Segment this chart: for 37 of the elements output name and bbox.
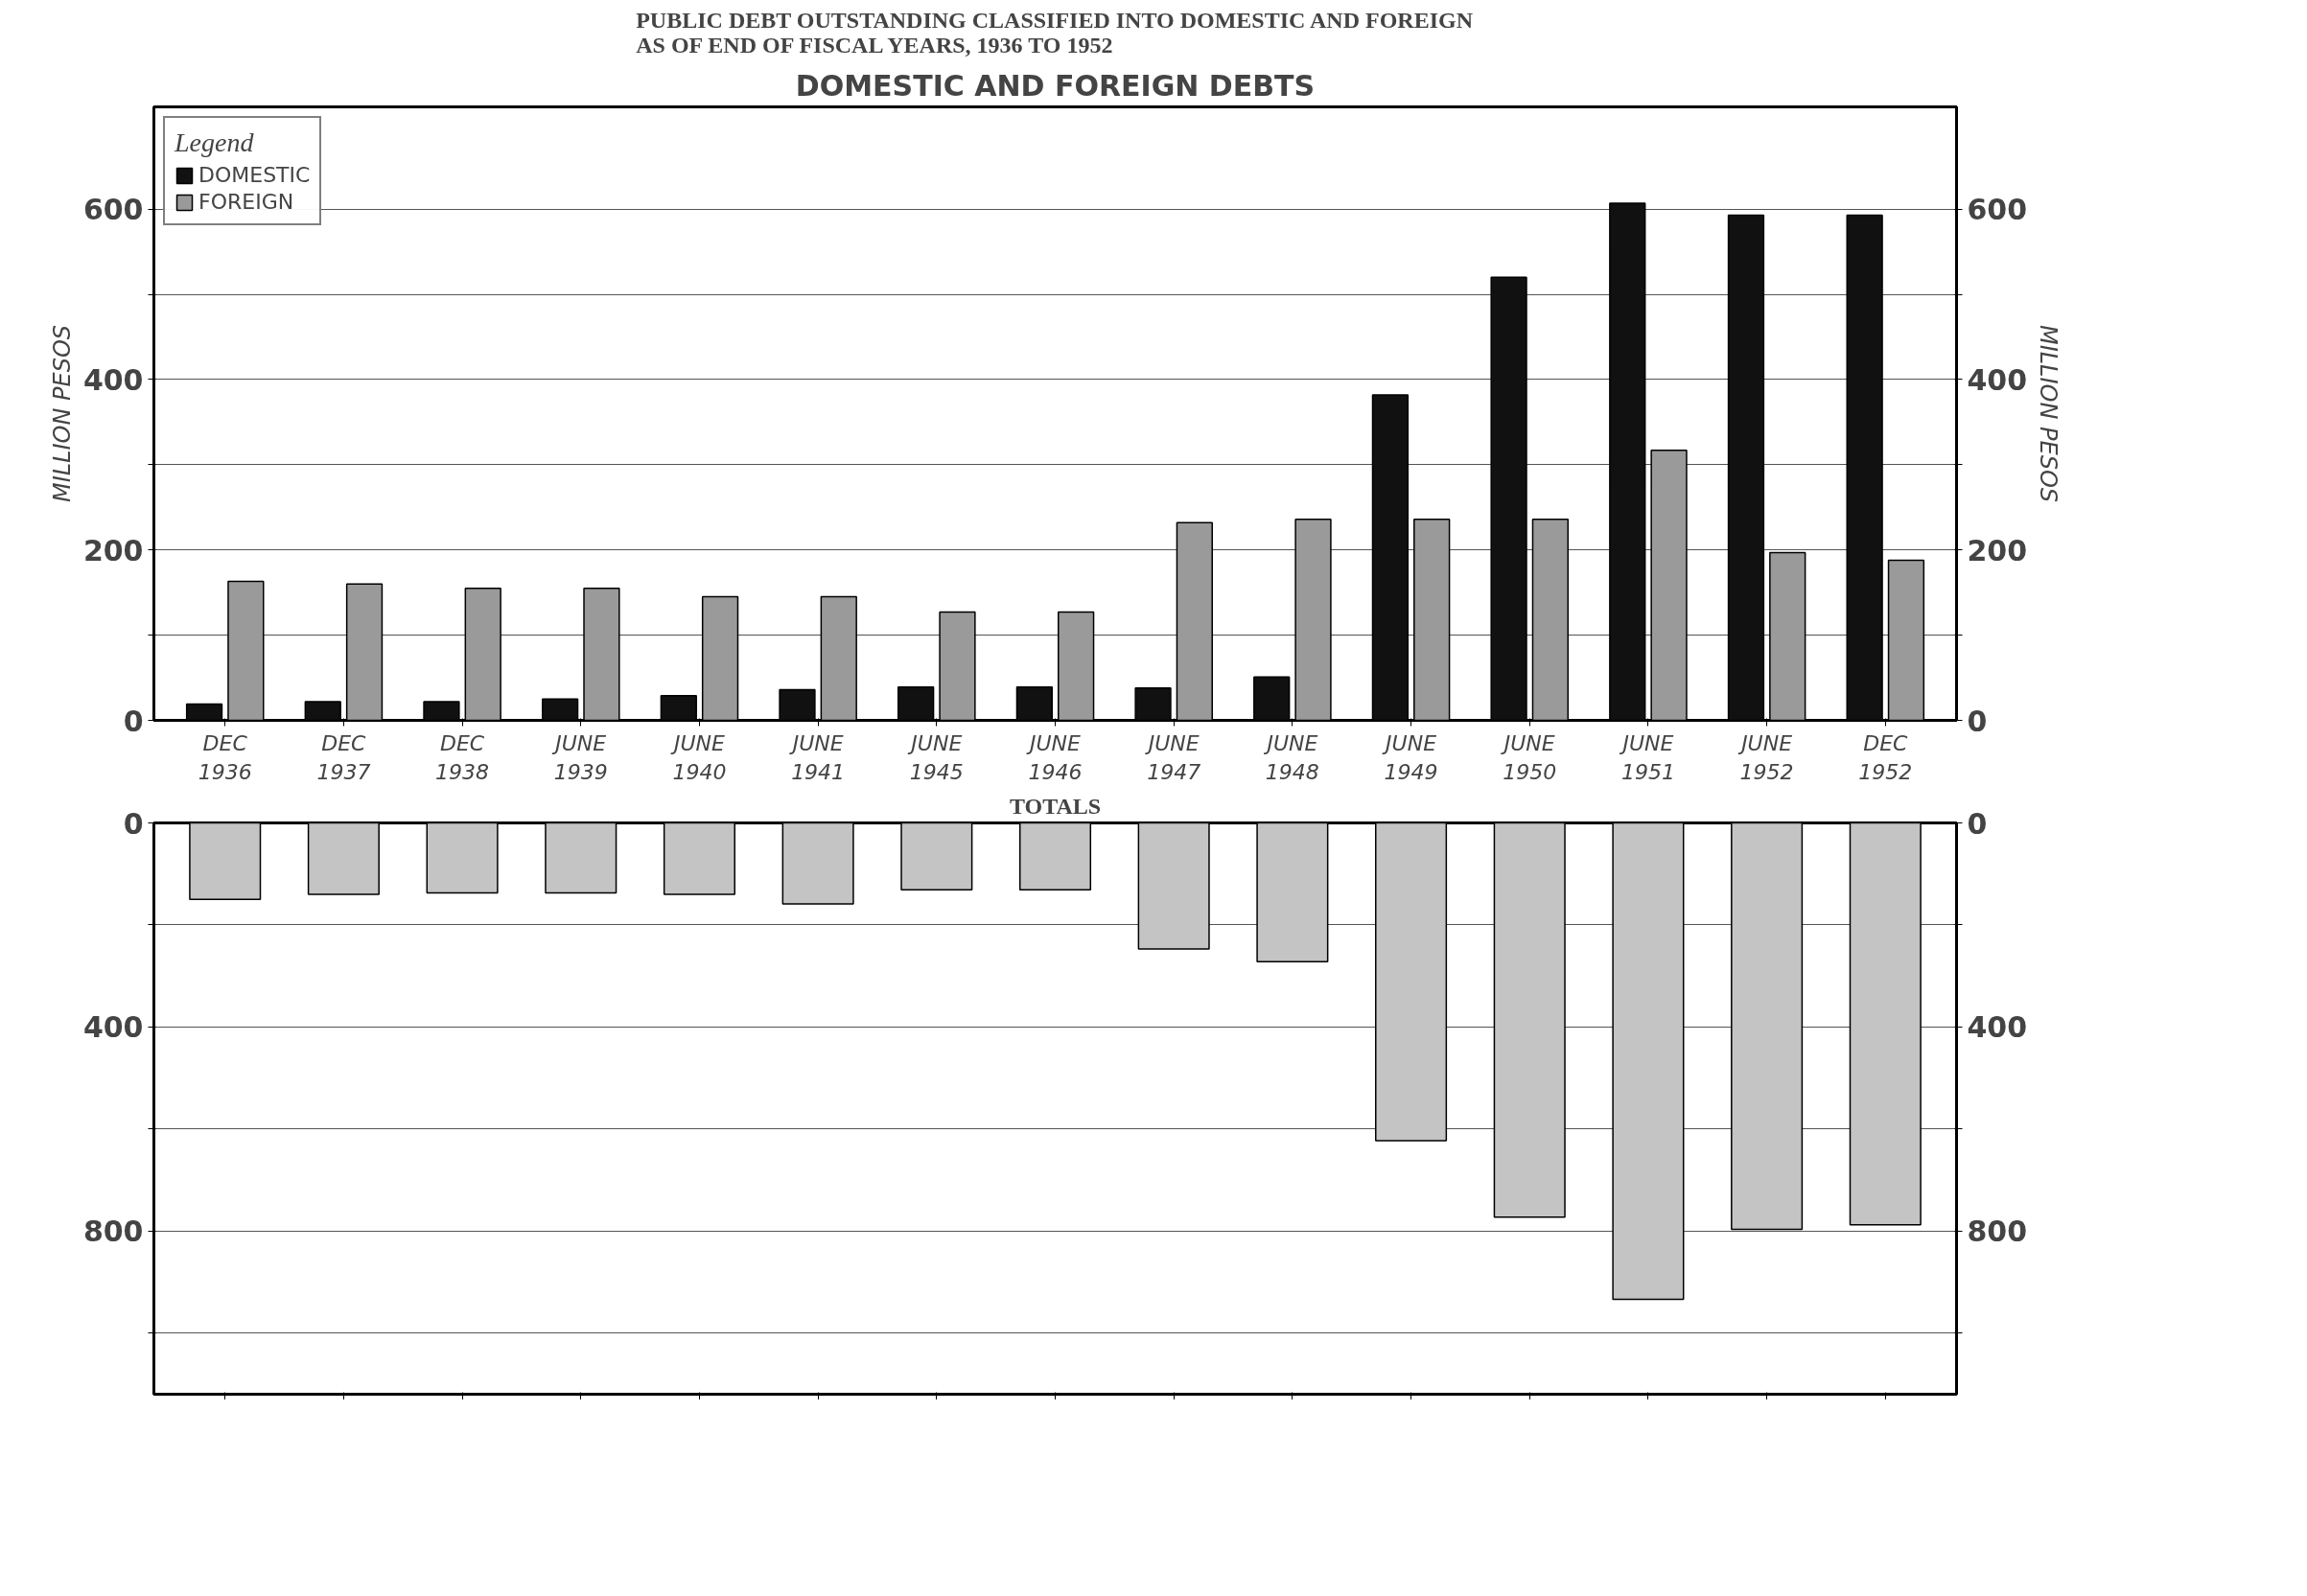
y2-tick-label: 400 <box>1967 362 2028 397</box>
x-tick-label: DEC 1937 <box>316 730 371 784</box>
x-tick-label: JUNE 1945 <box>907 730 964 784</box>
y-tick-label: 800 <box>82 1214 144 1249</box>
x-tick-label: DEC 1936 <box>198 730 252 784</box>
y2-axis-title: MILLION PESOS <box>2035 324 2062 503</box>
y-tick-label: 400 <box>82 1010 144 1045</box>
x-tick-label: JUNE 1940 <box>669 730 727 784</box>
chart-title: TOTALS <box>1009 793 1102 819</box>
x-tick-label: JUNE 1946 <box>1026 730 1083 784</box>
x-tick-label: JUNE 1947 <box>1144 730 1201 784</box>
x-tick-label: JUNE 1941 <box>788 730 846 784</box>
x-tick-label: JUNE 1951 <box>1619 730 1675 784</box>
x-tick-label: JUNE 1948 <box>1263 730 1319 784</box>
x-tick-label: JUNE 1950 <box>1500 730 1557 784</box>
y2-tick-label: 600 <box>1967 193 2028 227</box>
y2-tick-label: 200 <box>1967 533 2028 567</box>
y2-tick-label: 400 <box>1967 1010 2028 1045</box>
x-tick-label: DEC 1952 <box>1858 730 1913 784</box>
x-tick-label: JUNE 1949 <box>1382 730 1438 784</box>
chart-subtitle: DOMESTIC AND FOREIGN DEBTS <box>795 68 1316 103</box>
y2-tick-label: 0 <box>1967 806 1988 841</box>
y2-tick-label: 0 <box>1967 704 1988 738</box>
y-tick-label: 400 <box>82 362 144 397</box>
x-tick-label: JUNE 1952 <box>1737 730 1794 784</box>
x-tick-label: DEC 1938 <box>435 730 490 784</box>
y-tick-label: 0 <box>123 806 144 841</box>
chart-title: PUBLIC DEBT OUTSTANDING CLASSIFIED INTO DOMESTIC AND FOREIGN AS OF END OF FISCAL YEARS, 1936 TO 1952 <box>636 7 1474 58</box>
legend-label: FOREIGN <box>198 190 294 214</box>
y-tick-label: 0 <box>123 704 144 738</box>
legend-title: Legend <box>175 127 255 158</box>
y-tick-label: 200 <box>82 533 144 567</box>
legend-label: DOMESTIC <box>198 163 311 187</box>
y-tick-label: 600 <box>82 193 144 227</box>
x-tick-label: JUNE 1939 <box>551 730 608 784</box>
y2-tick-label: 800 <box>1967 1214 2028 1249</box>
y-axis-title: MILLION PESOS <box>48 324 76 503</box>
